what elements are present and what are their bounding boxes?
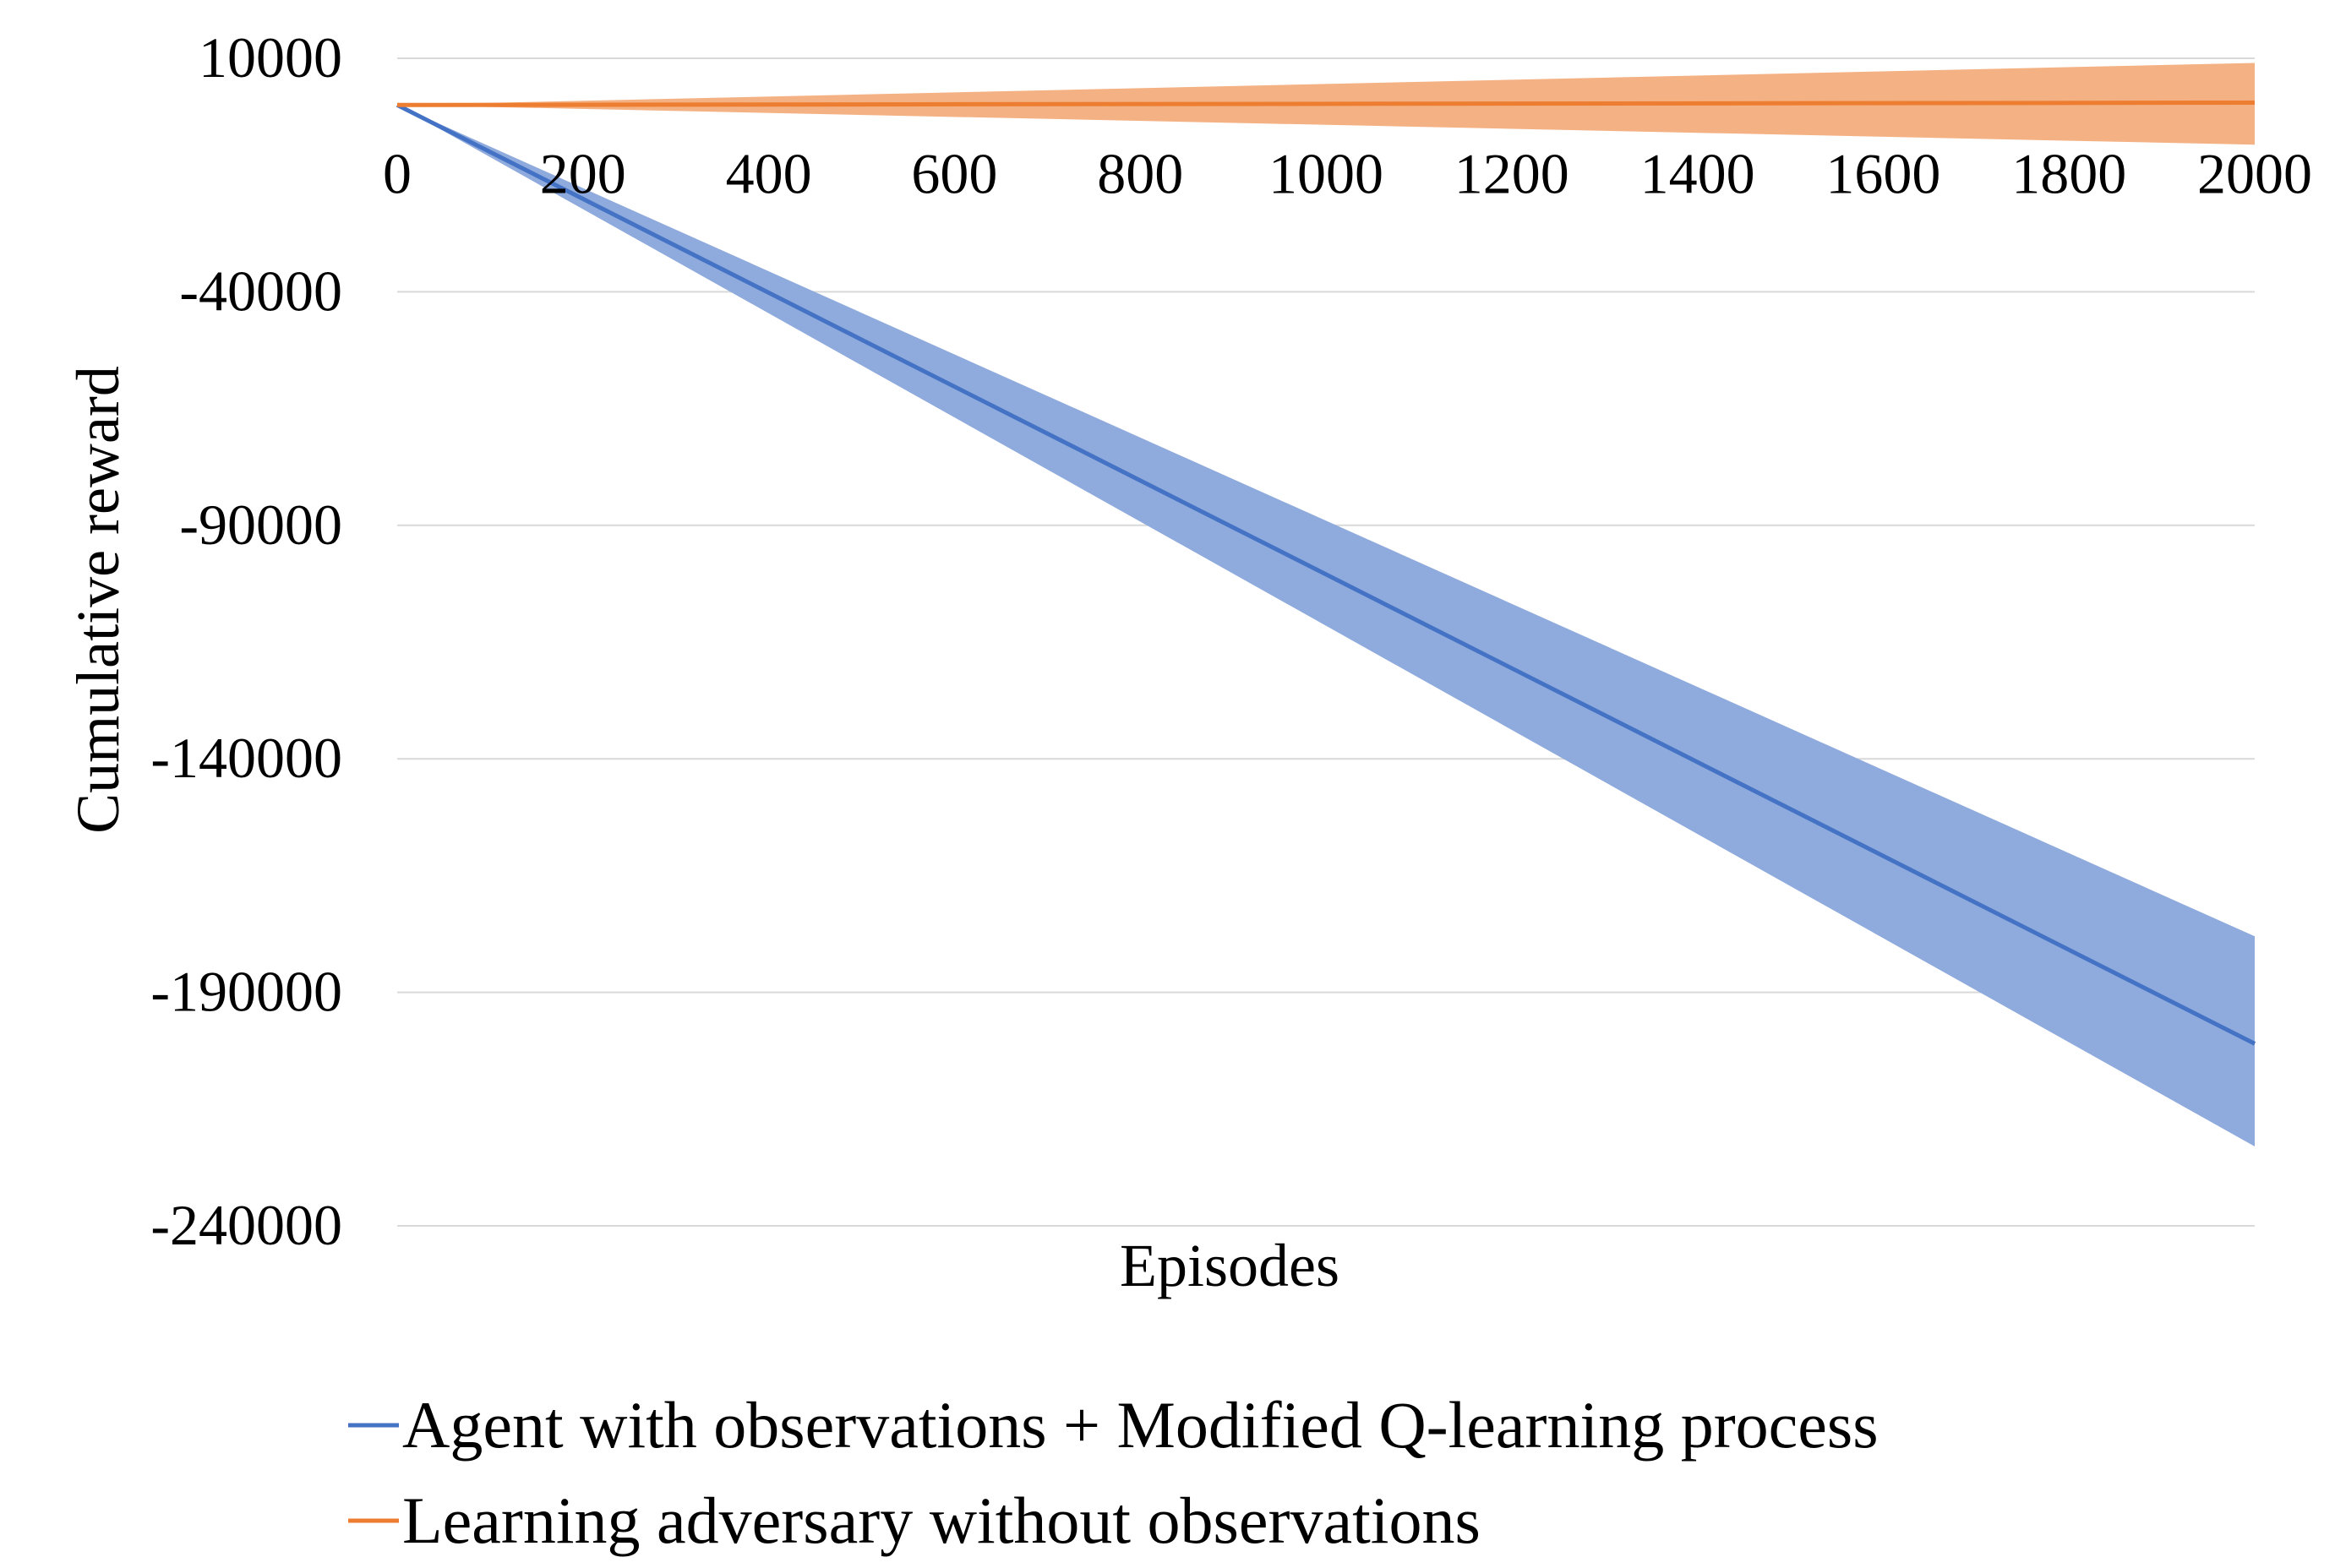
y-tick-label: -240000 bbox=[150, 1193, 342, 1257]
y-tick-label: -40000 bbox=[179, 259, 342, 323]
x-tick-labels: 0 200 400 600 800 1000 1200 1400 1600 1800 2000 bbox=[383, 141, 2312, 205]
y-tick-label: -190000 bbox=[150, 960, 342, 1024]
y-tick-labels: 10000 -40000 -90000 -140000 -190000 -240000 bbox=[150, 25, 342, 1257]
series-line bbox=[396, 103, 2256, 1046]
x-tick-label: 200 bbox=[540, 141, 626, 205]
y-axis-title: Cumulative reward bbox=[64, 366, 132, 834]
x-tick-label: 1400 bbox=[1640, 141, 1755, 205]
x-tick-label: 0 bbox=[383, 141, 412, 205]
series-lines bbox=[396, 101, 2256, 1046]
x-tick-label: 1200 bbox=[1454, 141, 1569, 205]
x-tick-label: 1800 bbox=[2011, 141, 2126, 205]
x-tick-label: 800 bbox=[1097, 141, 1183, 205]
x-tick-label: 1000 bbox=[1268, 141, 1383, 205]
legend-label: Learning adversary without observations bbox=[402, 1484, 1481, 1557]
x-axis-title: Episodes bbox=[1120, 1232, 1339, 1299]
y-tick-label: -140000 bbox=[150, 726, 342, 790]
x-tick-label: 2000 bbox=[2197, 141, 2312, 205]
y-tick-label: -90000 bbox=[179, 493, 342, 557]
x-tick-label: 600 bbox=[911, 141, 997, 205]
confidence-bands bbox=[397, 63, 2255, 1147]
x-tick-label: 1600 bbox=[1825, 141, 1940, 205]
legend-label: Agent with observations + Modified Q-lea… bbox=[402, 1388, 1879, 1462]
legend: Agent with observations + Modified Q-lea… bbox=[348, 1388, 1879, 1557]
confidence-band bbox=[397, 105, 2255, 1147]
x-tick-label: 400 bbox=[726, 141, 812, 205]
series-line bbox=[396, 101, 2256, 107]
y-tick-label: 10000 bbox=[199, 25, 342, 90]
